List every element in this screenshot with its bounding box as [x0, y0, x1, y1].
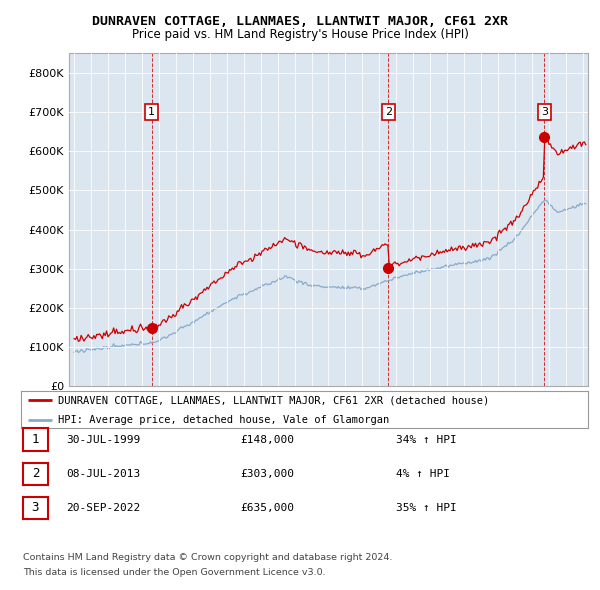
Text: 30-JUL-1999: 30-JUL-1999 [66, 435, 140, 444]
Text: 4% ↑ HPI: 4% ↑ HPI [396, 469, 450, 478]
Text: £303,000: £303,000 [240, 469, 294, 478]
Text: 3: 3 [541, 107, 548, 117]
Text: DUNRAVEN COTTAGE, LLANMAES, LLANTWIT MAJOR, CF61 2XR: DUNRAVEN COTTAGE, LLANMAES, LLANTWIT MAJ… [92, 15, 508, 28]
Text: 1: 1 [32, 433, 39, 446]
Text: 2: 2 [385, 107, 392, 117]
Text: This data is licensed under the Open Government Licence v3.0.: This data is licensed under the Open Gov… [23, 568, 325, 577]
Text: 20-SEP-2022: 20-SEP-2022 [66, 503, 140, 513]
Text: 08-JUL-2013: 08-JUL-2013 [66, 469, 140, 478]
Text: HPI: Average price, detached house, Vale of Glamorgan: HPI: Average price, detached house, Vale… [58, 415, 389, 425]
Text: 2: 2 [32, 467, 39, 480]
Text: 35% ↑ HPI: 35% ↑ HPI [396, 503, 457, 513]
Text: Price paid vs. HM Land Registry's House Price Index (HPI): Price paid vs. HM Land Registry's House … [131, 28, 469, 41]
Text: Contains HM Land Registry data © Crown copyright and database right 2024.: Contains HM Land Registry data © Crown c… [23, 553, 392, 562]
Text: £635,000: £635,000 [240, 503, 294, 513]
Text: 34% ↑ HPI: 34% ↑ HPI [396, 435, 457, 444]
Text: 3: 3 [32, 502, 39, 514]
Text: DUNRAVEN COTTAGE, LLANMAES, LLANTWIT MAJOR, CF61 2XR (detached house): DUNRAVEN COTTAGE, LLANMAES, LLANTWIT MAJ… [58, 395, 489, 405]
Text: £148,000: £148,000 [240, 435, 294, 444]
Text: 1: 1 [148, 107, 155, 117]
